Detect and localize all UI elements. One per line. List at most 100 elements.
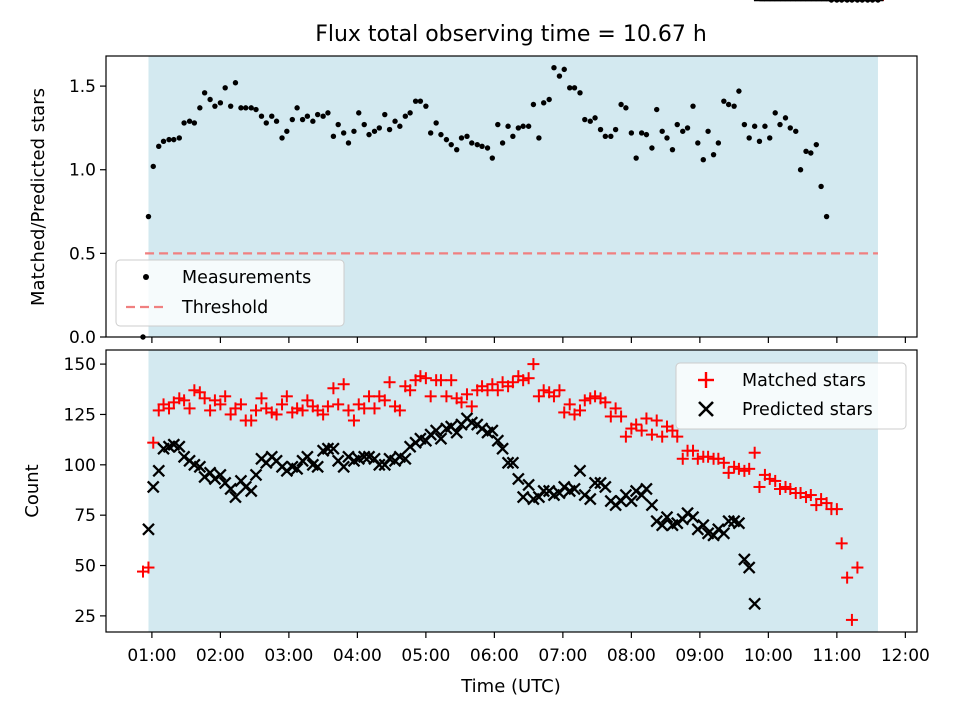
x-tick-label: 08:00 xyxy=(607,646,656,666)
matched-point xyxy=(553,384,566,397)
measurement-point xyxy=(777,121,783,128)
matched-point xyxy=(358,402,371,415)
matched-point xyxy=(820,497,833,510)
measurement-point xyxy=(217,100,224,106)
matched-point xyxy=(722,466,735,479)
measurement-point xyxy=(263,120,269,126)
panel-count-frame xyxy=(105,349,918,633)
measurement-point xyxy=(654,106,660,113)
predicted-point-b xyxy=(429,424,443,437)
predicted-point-b xyxy=(748,597,761,611)
measurement-point xyxy=(505,123,511,129)
measurement-point xyxy=(351,128,357,134)
measurement-point xyxy=(664,135,670,141)
predicted-point xyxy=(357,450,371,464)
predicted-point-b xyxy=(224,482,237,496)
measurement-point xyxy=(382,111,388,118)
matched-point xyxy=(393,404,406,417)
matched-point xyxy=(547,390,560,403)
matched-point xyxy=(198,392,211,405)
matched-point xyxy=(687,444,700,457)
measurement-point xyxy=(284,128,290,134)
matched-point xyxy=(163,402,176,415)
measurement-point xyxy=(659,128,665,134)
measurement-point xyxy=(767,135,773,141)
predicted-point xyxy=(742,561,756,574)
matched-point xyxy=(455,396,468,409)
measurement-point xyxy=(212,103,218,109)
predicted-point xyxy=(249,468,263,482)
predicted-point xyxy=(142,522,155,536)
x-axis-time: 01:00 02:00 03:00 04:00 05:00 06:00 07:00 08:00… xyxy=(127,632,930,666)
measurement-point xyxy=(618,101,624,108)
matched-point xyxy=(270,408,283,421)
measurement-point xyxy=(808,150,814,156)
legend-count: Matched stars Predicted stars xyxy=(675,362,907,430)
matched-point xyxy=(296,404,309,417)
measurement-point xyxy=(181,120,187,126)
y-tick-label: 25 xyxy=(74,607,96,627)
measurement-point xyxy=(536,135,542,141)
predicted-point-b xyxy=(362,450,376,464)
measurement-point xyxy=(705,128,711,134)
matched-point xyxy=(619,430,632,443)
matched-point xyxy=(609,402,622,415)
matched-point xyxy=(491,384,504,397)
y-tick-label: 125 xyxy=(64,405,96,425)
matched-point xyxy=(219,390,232,403)
predicted-point-b xyxy=(193,460,207,474)
matched-point xyxy=(142,561,155,574)
predicted-point-b xyxy=(537,484,551,498)
predicted-point-b xyxy=(172,440,186,453)
measurement-point xyxy=(587,118,593,124)
measurement-point xyxy=(695,140,701,146)
matched-point xyxy=(224,408,237,421)
x-tick-label: 02:00 xyxy=(196,646,245,666)
matched-point xyxy=(810,499,823,512)
measurement-point xyxy=(520,123,526,129)
matched-point xyxy=(578,394,591,407)
predicted-point-b xyxy=(655,518,669,532)
predicted-point-b xyxy=(218,476,232,490)
predicted-point-b xyxy=(337,460,350,474)
matched-point xyxy=(363,390,376,403)
measurement-point xyxy=(407,110,413,116)
y-tick-label: 100 xyxy=(64,456,96,476)
measurement-point xyxy=(325,110,331,116)
predicted-point-b xyxy=(573,464,587,478)
matched-point xyxy=(250,404,263,417)
measurement-point xyxy=(227,103,234,109)
predicted-point xyxy=(717,526,731,540)
matched-point xyxy=(527,358,540,371)
panel-ratio: 0.0 0.5 1.0 1.5 Matched/Predicted stars Mea… xyxy=(28,0,918,348)
measurement-point xyxy=(222,85,228,91)
measurement-point xyxy=(510,133,516,139)
x-axis-label: Time (UTC) xyxy=(460,676,561,697)
measurement-point xyxy=(273,118,280,124)
legend-ratio: Measurements Threshold xyxy=(115,259,345,327)
matched-point xyxy=(193,386,206,399)
matched-point xyxy=(506,376,519,389)
measurement-point xyxy=(238,105,244,111)
predicted-point-b xyxy=(522,478,535,492)
matched-point xyxy=(589,390,602,403)
matched-point xyxy=(604,410,617,423)
matched-point xyxy=(532,390,545,403)
measurement-point xyxy=(567,85,573,91)
predicted-stars-series xyxy=(142,0,884,611)
matched-point xyxy=(152,404,165,417)
predicted-point-b xyxy=(701,526,715,540)
measurement-point xyxy=(721,98,727,104)
measurement-point xyxy=(643,131,650,138)
measurement-point xyxy=(489,155,496,161)
predicted-point-b xyxy=(393,450,407,464)
predicted-point-b xyxy=(506,456,520,470)
measurement-point xyxy=(310,118,316,124)
predicted-point xyxy=(327,442,340,456)
predicted-point xyxy=(588,476,602,490)
measurement-point xyxy=(782,115,789,121)
x-tick-label: 10:00 xyxy=(744,646,793,666)
measurement-point xyxy=(469,140,475,146)
measurement-point xyxy=(345,140,352,146)
measurement-point xyxy=(479,143,485,150)
